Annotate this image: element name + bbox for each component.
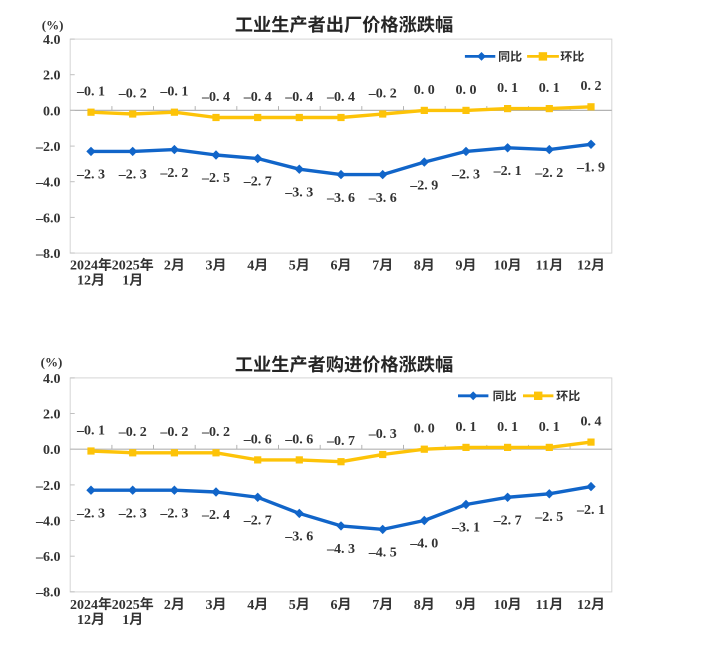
svg-text:–2.0: –2.0: [35, 140, 61, 155]
svg-text:–2. 4: –2. 4: [201, 508, 230, 523]
svg-text:6: 6: [331, 259, 338, 274]
svg-text:–3. 6: –3. 6: [326, 191, 355, 206]
svg-text:5: 5: [289, 598, 296, 613]
svg-text:–0. 2: –0. 2: [118, 86, 147, 101]
svg-text:(%): (%): [41, 355, 63, 370]
svg-text:0. 2: 0. 2: [581, 79, 602, 94]
svg-text:–2. 9: –2. 9: [409, 178, 438, 193]
svg-text:8: 8: [414, 259, 421, 274]
svg-text:3: 3: [206, 259, 213, 274]
svg-text:–2. 3: –2. 3: [76, 168, 105, 183]
svg-text:4: 4: [247, 598, 254, 613]
svg-text:–0. 7: –0. 7: [326, 434, 355, 449]
svg-text:–0. 6: –0. 6: [284, 432, 313, 447]
svg-text:2024: 2024: [70, 259, 98, 274]
svg-text:–0. 4: –0. 4: [201, 90, 230, 105]
svg-text:–3. 1: –3. 1: [451, 521, 480, 536]
svg-text:–2. 2: –2. 2: [159, 166, 188, 181]
svg-text:–4. 0: –4. 0: [409, 537, 438, 552]
svg-text:–2. 1: –2. 1: [576, 503, 605, 518]
svg-text:10: 10: [494, 598, 508, 613]
svg-text:–2. 5: –2. 5: [534, 510, 563, 525]
svg-text:1: 1: [122, 613, 129, 628]
svg-text:2025: 2025: [112, 259, 140, 274]
svg-text:4.0: 4.0: [43, 372, 61, 387]
svg-text:–0. 1: –0. 1: [159, 85, 188, 100]
svg-text:0.0: 0.0: [43, 443, 61, 458]
svg-text:–2. 1: –2. 1: [493, 164, 522, 179]
svg-text:9: 9: [456, 259, 463, 274]
svg-text:(%): (%): [42, 17, 64, 32]
svg-text:0.0: 0.0: [43, 104, 61, 119]
svg-text:10: 10: [494, 259, 508, 274]
svg-text:–3. 3: –3. 3: [284, 185, 313, 200]
svg-text:–3. 6: –3. 6: [368, 191, 397, 206]
svg-text:1: 1: [122, 274, 129, 289]
svg-text:6: 6: [331, 598, 338, 613]
svg-text:–0. 1: –0. 1: [76, 85, 105, 100]
svg-text:–0. 4: –0. 4: [284, 90, 313, 105]
svg-text:–2. 2: –2. 2: [534, 166, 563, 181]
svg-text:0. 1: 0. 1: [539, 420, 560, 435]
svg-text:–4. 5: –4. 5: [368, 546, 397, 561]
svg-text:–2. 3: –2. 3: [118, 506, 147, 521]
svg-text:2: 2: [164, 598, 171, 613]
svg-text:–1. 9: –1. 9: [576, 161, 605, 176]
svg-text:2.0: 2.0: [43, 69, 61, 84]
svg-text:–0. 2: –0. 2: [159, 425, 188, 440]
svg-text:–0. 4: –0. 4: [243, 90, 272, 105]
svg-text:–2. 7: –2. 7: [243, 175, 272, 190]
svg-text:–0. 4: –0. 4: [326, 90, 355, 105]
svg-text:2.0: 2.0: [43, 407, 61, 422]
svg-text:12: 12: [77, 613, 91, 628]
svg-text:–2. 5: –2. 5: [201, 171, 230, 186]
svg-text:0. 1: 0. 1: [456, 420, 477, 435]
svg-text:–4. 3: –4. 3: [326, 542, 355, 557]
svg-text:8: 8: [414, 598, 421, 613]
svg-text:–4.0: –4.0: [35, 176, 61, 191]
svg-text:9: 9: [456, 598, 463, 613]
svg-text:–0. 1: –0. 1: [76, 423, 105, 438]
svg-text:11: 11: [536, 598, 549, 613]
svg-text:–8.0: –8.0: [35, 247, 61, 262]
svg-text:12: 12: [577, 598, 591, 613]
svg-text:12: 12: [577, 259, 591, 274]
svg-text:–0. 2: –0. 2: [118, 425, 147, 440]
svg-text:2: 2: [164, 259, 171, 274]
svg-text:7: 7: [372, 598, 379, 613]
svg-text:–0. 3: –0. 3: [368, 427, 397, 442]
svg-text:7: 7: [372, 259, 379, 274]
svg-text:11: 11: [536, 259, 549, 274]
svg-text:0. 0: 0. 0: [414, 422, 435, 437]
svg-text:–2. 3: –2. 3: [159, 506, 188, 521]
svg-text:–2. 3: –2. 3: [76, 506, 105, 521]
svg-text:0. 4: 0. 4: [581, 415, 602, 430]
svg-text:0. 1: 0. 1: [539, 81, 560, 96]
svg-text:3: 3: [206, 598, 213, 613]
svg-text:–0. 2: –0. 2: [368, 86, 397, 101]
svg-text:–2. 3: –2. 3: [451, 168, 480, 183]
svg-text:12: 12: [77, 274, 91, 289]
svg-text:4.0: 4.0: [43, 33, 61, 48]
svg-text:–4.0: –4.0: [35, 514, 61, 529]
svg-text:0. 1: 0. 1: [497, 420, 518, 435]
svg-text:–2. 7: –2. 7: [493, 514, 522, 529]
svg-text:–2. 3: –2. 3: [118, 168, 147, 183]
svg-text:0. 1: 0. 1: [497, 81, 518, 96]
svg-text:2024: 2024: [70, 598, 98, 613]
svg-text:–6.0: –6.0: [35, 550, 61, 565]
svg-text:–0. 6: –0. 6: [243, 432, 272, 447]
svg-text:–2. 7: –2. 7: [243, 514, 272, 529]
svg-text:0. 0: 0. 0: [456, 83, 477, 98]
svg-text:–6.0: –6.0: [35, 211, 61, 226]
svg-text:2025: 2025: [112, 598, 140, 613]
svg-text:–0. 2: –0. 2: [201, 425, 230, 440]
svg-text:5: 5: [289, 259, 296, 274]
svg-text:–8.0: –8.0: [35, 586, 61, 601]
svg-text:0. 0: 0. 0: [414, 83, 435, 98]
svg-text:–2.0: –2.0: [35, 479, 61, 494]
svg-text:4: 4: [247, 259, 254, 274]
svg-text:–3. 6: –3. 6: [284, 530, 313, 545]
